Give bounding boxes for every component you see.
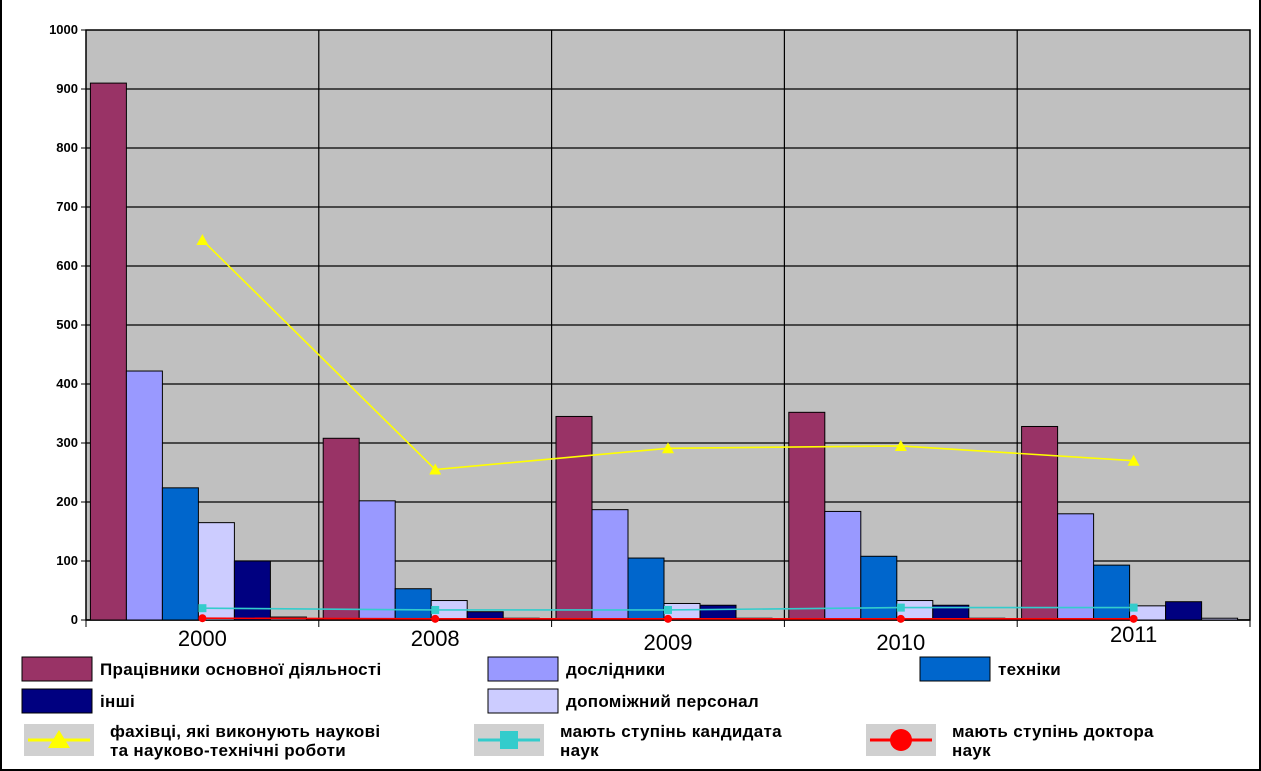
legend-label: та науково-технічні роботи	[110, 741, 346, 760]
bar	[125, 370, 163, 621]
point	[431, 614, 440, 623]
gridlines	[86, 30, 1250, 620]
y-tick-label: 700	[56, 199, 78, 214]
x-tick-label: 2000	[178, 626, 227, 651]
point	[894, 439, 907, 451]
bar	[233, 560, 271, 621]
y-tick-label: 600	[56, 258, 78, 273]
y-tick-label: 1000	[49, 22, 78, 37]
legend-marker	[890, 729, 912, 751]
y-tick-label: 0	[71, 612, 78, 627]
y-tick-label: 800	[56, 140, 78, 155]
bar	[1021, 425, 1059, 621]
bar	[1165, 601, 1203, 621]
bar	[824, 510, 862, 621]
legend-label: фахівці, які виконують наукові	[110, 722, 380, 741]
point	[896, 614, 905, 623]
y-tick-label: 400	[56, 376, 78, 391]
x-axis: 2000 2008 2009 2010 2011	[85, 619, 1251, 655]
bar	[161, 487, 199, 621]
bar	[591, 509, 629, 621]
bar	[555, 415, 593, 621]
x-tick-label: 2009	[644, 630, 693, 655]
bar	[394, 588, 432, 621]
legend-label: наук	[952, 741, 991, 760]
bar	[358, 500, 396, 621]
point	[1129, 603, 1138, 612]
bar	[860, 555, 898, 621]
line-series	[196, 234, 1140, 623]
legend-swatch	[21, 656, 93, 682]
bar	[197, 522, 235, 621]
point	[431, 605, 440, 614]
y-tick-label: 200	[56, 494, 78, 509]
point	[198, 614, 207, 623]
bar	[1201, 617, 1239, 621]
bar	[932, 604, 970, 621]
legend-swatch	[487, 688, 559, 714]
bar	[89, 82, 127, 621]
point	[196, 234, 209, 246]
legend-label: техніки	[998, 660, 1061, 679]
legend-label: мають ступінь доктора	[952, 722, 1154, 741]
legend-swatch	[919, 656, 991, 682]
bars	[89, 82, 1239, 621]
point	[1129, 614, 1138, 623]
point	[429, 463, 442, 475]
legend-label: інші	[100, 692, 135, 711]
legend: Працівники основної діяльності дослідники…	[21, 656, 1154, 760]
legend-label: дослідники	[566, 660, 665, 679]
legend-swatch	[487, 656, 559, 682]
legend-swatch	[21, 688, 93, 714]
legend-label: мають ступінь кандидата	[560, 722, 782, 741]
legend-marker	[500, 731, 518, 749]
x-tick-label: 2011	[1110, 622, 1157, 647]
y-tick-label: 500	[56, 317, 78, 332]
point	[198, 604, 207, 613]
bar	[1093, 564, 1131, 621]
point	[1127, 454, 1140, 466]
legend-marker	[48, 730, 70, 748]
y-tick-label: 300	[56, 435, 78, 450]
y-axis: 0 100 200 300 400 500 600 700 800 900 1000	[49, 22, 86, 627]
x-tick-label: 2008	[411, 626, 460, 651]
y-tick-label: 900	[56, 81, 78, 96]
legend-label: допоміжний персонал	[566, 692, 759, 711]
bar	[788, 411, 826, 621]
point	[662, 442, 674, 454]
point	[896, 603, 905, 612]
bar	[466, 611, 504, 621]
legend-label: Працівники основної діяльності	[100, 660, 382, 679]
bar	[322, 437, 360, 621]
point	[664, 605, 672, 614]
legend-label: наук	[560, 741, 599, 760]
x-tick-label: 2010	[876, 630, 925, 655]
point	[664, 614, 672, 623]
bar	[1057, 513, 1095, 621]
bar	[699, 604, 737, 621]
y-tick-label: 100	[56, 553, 78, 568]
